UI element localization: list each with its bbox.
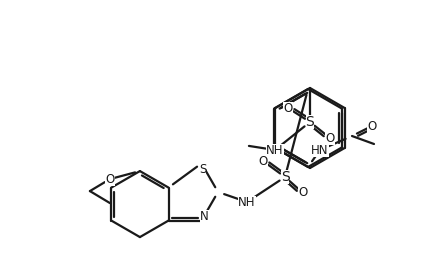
Text: S: S [199, 163, 206, 176]
Text: O: O [368, 119, 376, 133]
Text: O: O [259, 155, 267, 168]
Text: O: O [283, 102, 293, 114]
Text: O: O [299, 186, 307, 199]
Text: O: O [105, 172, 114, 186]
Text: O: O [325, 132, 335, 145]
Text: NH: NH [266, 143, 284, 156]
Text: S: S [306, 115, 314, 129]
Text: N: N [200, 210, 209, 223]
Text: HN: HN [311, 143, 329, 156]
Text: NH: NH [238, 196, 256, 208]
Text: S: S [281, 170, 289, 184]
